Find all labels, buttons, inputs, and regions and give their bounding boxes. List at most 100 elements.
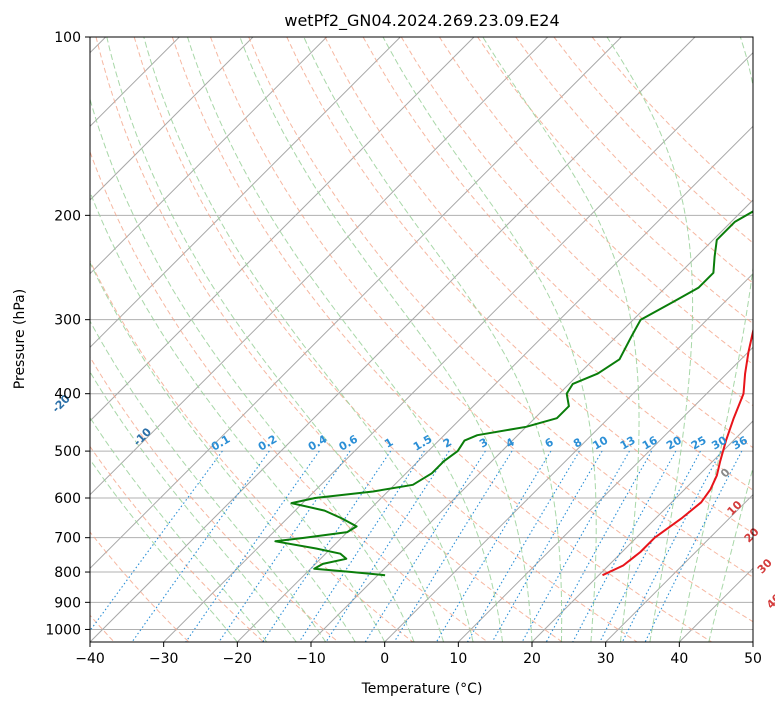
plot-frame: [89, 36, 754, 643]
moist-adiabat-line: [90, 97, 415, 642]
mixing-ratio-label: 30: [709, 433, 729, 452]
isotherm-line: [457, 346, 753, 642]
dry-adiabat-line: [324, 37, 753, 491]
dry-adiabat-line: [171, 37, 712, 642]
y-tick-label: 200: [54, 208, 81, 224]
x-tick-label: 30: [597, 651, 615, 667]
moist-adiabat-line: [187, 37, 503, 642]
x-tick-label: 20: [523, 651, 541, 667]
dry-adiabat-line: [90, 259, 414, 642]
mixing-ratio-line: [521, 450, 630, 642]
dry-adiabat-line: [95, 37, 563, 642]
isotherm-line: [90, 37, 622, 570]
mixing-ratio-label: 25: [689, 434, 709, 453]
mixing-ratio-label: 0.6: [337, 432, 361, 453]
isotherm-line: [752, 641, 753, 642]
dewpoint-profile-line: [274, 210, 753, 577]
isotherm-line: [90, 37, 254, 201]
mixing-ratio-line: [393, 450, 513, 642]
dry-adiabat-line: [248, 37, 753, 578]
moist-adiabat-line: [90, 370, 297, 642]
isotherm-line: [90, 37, 475, 422]
y-tick-label: 700: [54, 531, 81, 547]
x-tick-label: 40: [670, 651, 688, 667]
y-tick-label: 1000: [45, 622, 81, 638]
x-axis-title: Temperature (°C): [361, 681, 483, 697]
mixing-ratio-line: [545, 450, 653, 642]
dry-adiabat-line: [286, 37, 753, 534]
mixing-ratio-line: [621, 450, 722, 642]
moist-adiabat-line: [90, 416, 268, 642]
isotherm-line: [90, 37, 696, 642]
isotherm-line: [384, 272, 753, 642]
mixing-ratio-label: 16: [640, 433, 660, 452]
moist-adiabat-line: [678, 37, 753, 642]
mixing-ratio-label: 1: [382, 436, 395, 451]
x-tick-label: −20: [223, 651, 253, 667]
dry-adiabat-line: [210, 37, 753, 623]
line-labels: 0.10.20.40.611.52346810131620253036-100-…: [50, 392, 775, 611]
mixing-ratio-label: 0.1: [209, 433, 232, 454]
mixing-ratio-line: [218, 450, 351, 642]
y-axis-title: Pressure (hPa): [12, 289, 28, 389]
x-tick-label: 0: [380, 651, 389, 667]
mixing-ratio-line: [262, 450, 392, 642]
y-tick-label: 900: [54, 595, 81, 611]
mixing-ratio-line: [185, 450, 320, 642]
moist-adiabat-label: 40: [764, 591, 775, 611]
x-tick-label: −10: [296, 651, 326, 667]
moist-adiabat-line: [482, 37, 640, 642]
dry-adiabat-line: [438, 37, 753, 366]
dry-adiabat-line: [400, 37, 753, 407]
mixing-ratio-line: [644, 450, 743, 642]
dry-adiabat-line: [362, 37, 753, 449]
dry-adiabat-line: [133, 37, 638, 642]
mixing-ratio-label: 6: [543, 435, 556, 450]
data-series: [274, 210, 753, 577]
dry-adiabat-label: -10: [131, 425, 154, 448]
dry-adiabat-line: [90, 356, 339, 642]
mixing-ratio-line: [298, 450, 425, 642]
chart-title: wetPf2_GN04.2024.269.23.09.E24: [284, 11, 559, 31]
y-tick-label: 300: [54, 313, 81, 329]
isotherm-line: [236, 125, 753, 642]
isotherm-line: [90, 37, 549, 496]
x-tick-label: 10: [449, 651, 467, 667]
mixing-ratio-label: 2: [441, 436, 454, 451]
moist-adiabat-line: [606, 37, 694, 642]
moist-adiabat-line: [303, 37, 563, 642]
isotherm-line: [90, 37, 401, 349]
dry-adiabat-line: [591, 37, 753, 204]
y-tick-label: 100: [54, 30, 81, 46]
y-tick-label: 800: [54, 565, 81, 581]
mixing-ratio-label: 36: [730, 433, 750, 452]
y-tick-label: 600: [54, 491, 81, 507]
mixing-ratio-line: [572, 450, 677, 642]
moist-adiabat-line: [106, 37, 445, 642]
isotherm-line: [605, 493, 753, 642]
mixing-ratio-line: [467, 450, 580, 642]
x-tick-label: −40: [75, 651, 105, 667]
mixing-ratio-line: [599, 450, 701, 642]
axes: −40 −30 −20 −10 0 10 20 30 40 5010020030040050060…: [45, 30, 762, 667]
mixing-ratio-label: 0.2: [256, 433, 279, 454]
dry-adiabat-line: [477, 37, 753, 325]
moist-adiabat-line: [239, 37, 533, 642]
mixing-ratio-label: 3: [477, 436, 490, 451]
moist-adiabat-line: [143, 37, 474, 642]
moist-adiabat-label: 10: [725, 498, 745, 518]
dry-adiabat-line: [90, 150, 488, 642]
x-tick-label: 50: [744, 651, 762, 667]
x-tick-label: −30: [149, 651, 179, 667]
mixing-ratio-line: [325, 450, 450, 642]
dry-adiabat-line: [90, 445, 264, 642]
isotherm-line: [90, 37, 328, 275]
moist-adiabat-line: [382, 37, 597, 642]
moist-adiabat-line: [90, 261, 356, 642]
mixing-ratio-label: 1.5: [411, 433, 434, 454]
mixing-ratio-line: [435, 450, 552, 642]
y-tick-label: 500: [54, 444, 81, 460]
isotherm-line: [678, 567, 753, 642]
moist-adiabat-line: [90, 458, 238, 642]
